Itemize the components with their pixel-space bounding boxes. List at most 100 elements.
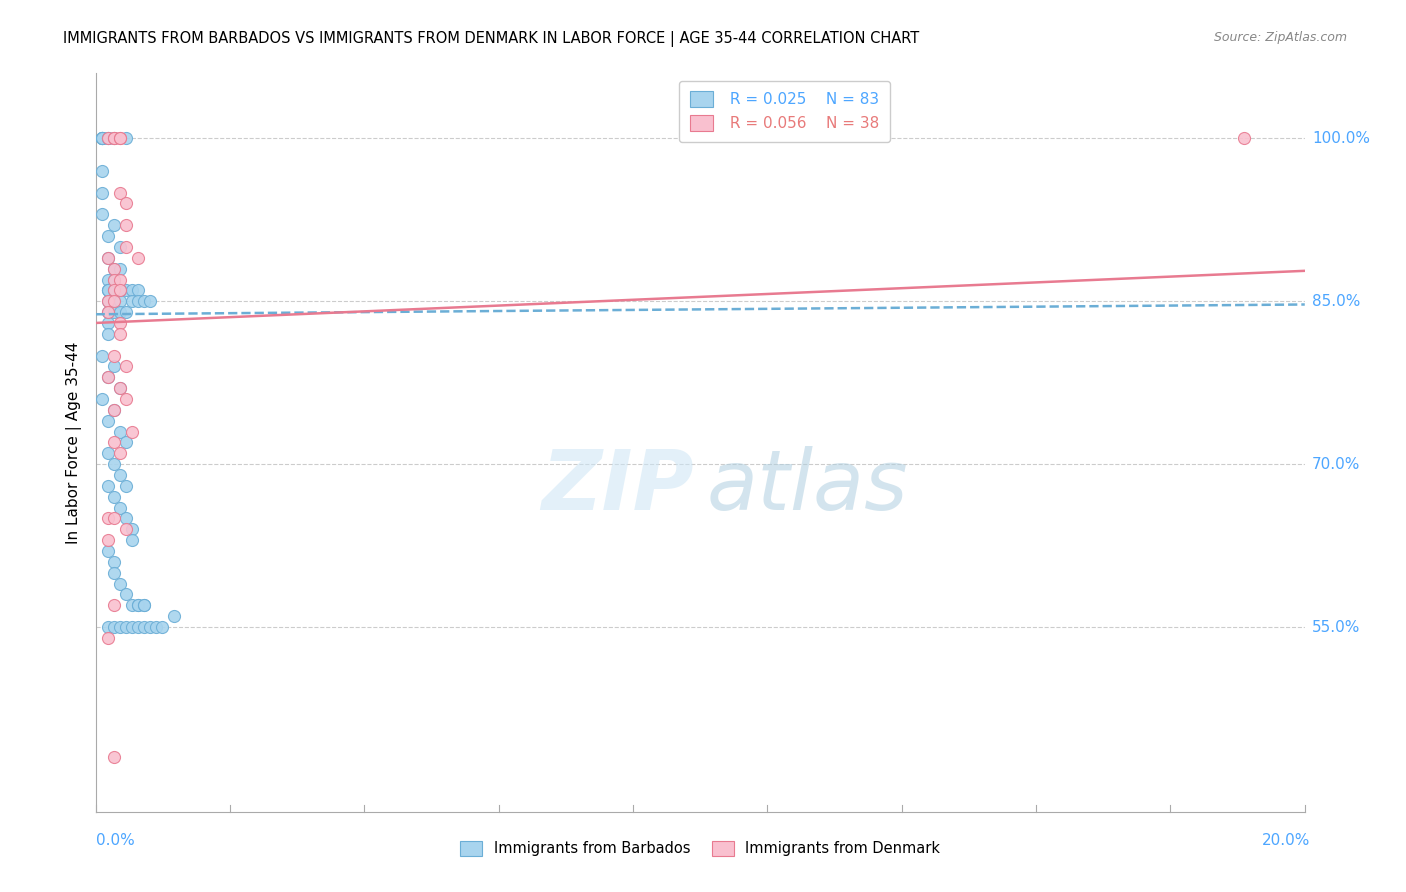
Text: 0.0%: 0.0% [96,833,135,847]
Point [97,620,120,634]
Point [108,240,131,254]
Point [115,284,138,298]
Point [103,284,125,298]
Text: atlas: atlas [706,446,908,527]
Point [127,599,149,613]
Y-axis label: In Labor Force | Age 35-44: In Labor Force | Age 35-44 [66,342,82,543]
Point [127,284,149,298]
Point [103,620,125,634]
Point [97,294,120,309]
Point [108,576,131,591]
Point [103,272,125,286]
Point [97,284,120,298]
Point [108,305,131,319]
Point [115,305,138,319]
Point [108,284,131,298]
Text: 85.0%: 85.0% [1312,293,1361,309]
Point [103,284,125,298]
Point [145,620,167,634]
Point [121,284,143,298]
Point [103,750,125,764]
Point [115,522,138,536]
Point [108,425,131,439]
Text: ZIP: ZIP [541,446,695,527]
Point [103,284,125,298]
Point [139,620,162,634]
Point [127,620,149,634]
Point [121,294,143,309]
Point [108,620,131,634]
Point [121,620,143,634]
Point [108,284,131,298]
Point [115,392,138,406]
Point [115,435,138,450]
Point [103,490,125,504]
Point [121,425,143,439]
Point [115,479,138,493]
Point [97,294,120,309]
Point [97,544,120,558]
Point [97,251,120,265]
Point [132,599,155,613]
Point [90,186,112,200]
Point [139,294,162,309]
Point [103,294,125,309]
Point [115,240,138,254]
Text: 55.0%: 55.0% [1312,620,1361,634]
Point [103,359,125,374]
Point [97,316,120,330]
Point [97,272,120,286]
Point [90,131,112,145]
Point [97,131,120,145]
Point [103,284,125,298]
Point [103,218,125,232]
Legend: Immigrants from Barbados, Immigrants from Denmark: Immigrants from Barbados, Immigrants fro… [453,833,948,863]
Point [108,316,131,330]
Point [90,392,112,406]
Point [108,131,131,145]
Point [103,511,125,525]
Point [90,131,112,145]
Point [108,131,131,145]
Point [108,446,131,460]
Point [97,131,120,145]
Point [97,511,120,525]
Point [103,294,125,309]
Point [108,326,131,341]
Point [97,370,120,384]
Point [127,294,149,309]
Point [103,457,125,471]
Point [115,620,138,634]
Point [103,261,125,276]
Point [90,131,112,145]
Point [97,479,120,493]
Point [150,620,173,634]
Point [97,131,120,145]
Point [97,305,120,319]
Point [97,446,120,460]
Point [121,599,143,613]
Point [103,272,125,286]
Point [115,131,138,145]
Point [103,435,125,450]
Point [103,349,125,363]
Point [103,305,125,319]
Point [90,207,112,221]
Point [132,620,155,634]
Point [90,131,112,145]
Point [97,284,120,298]
Point [97,305,120,319]
Point [103,131,125,145]
Point [103,131,125,145]
Point [127,251,149,265]
Point [115,196,138,211]
Point [108,261,131,276]
Point [121,533,143,548]
Point [103,402,125,417]
Point [97,414,120,428]
Point [97,370,120,384]
Point [115,511,138,525]
Point [108,468,131,483]
Point [121,522,143,536]
Point [103,261,125,276]
